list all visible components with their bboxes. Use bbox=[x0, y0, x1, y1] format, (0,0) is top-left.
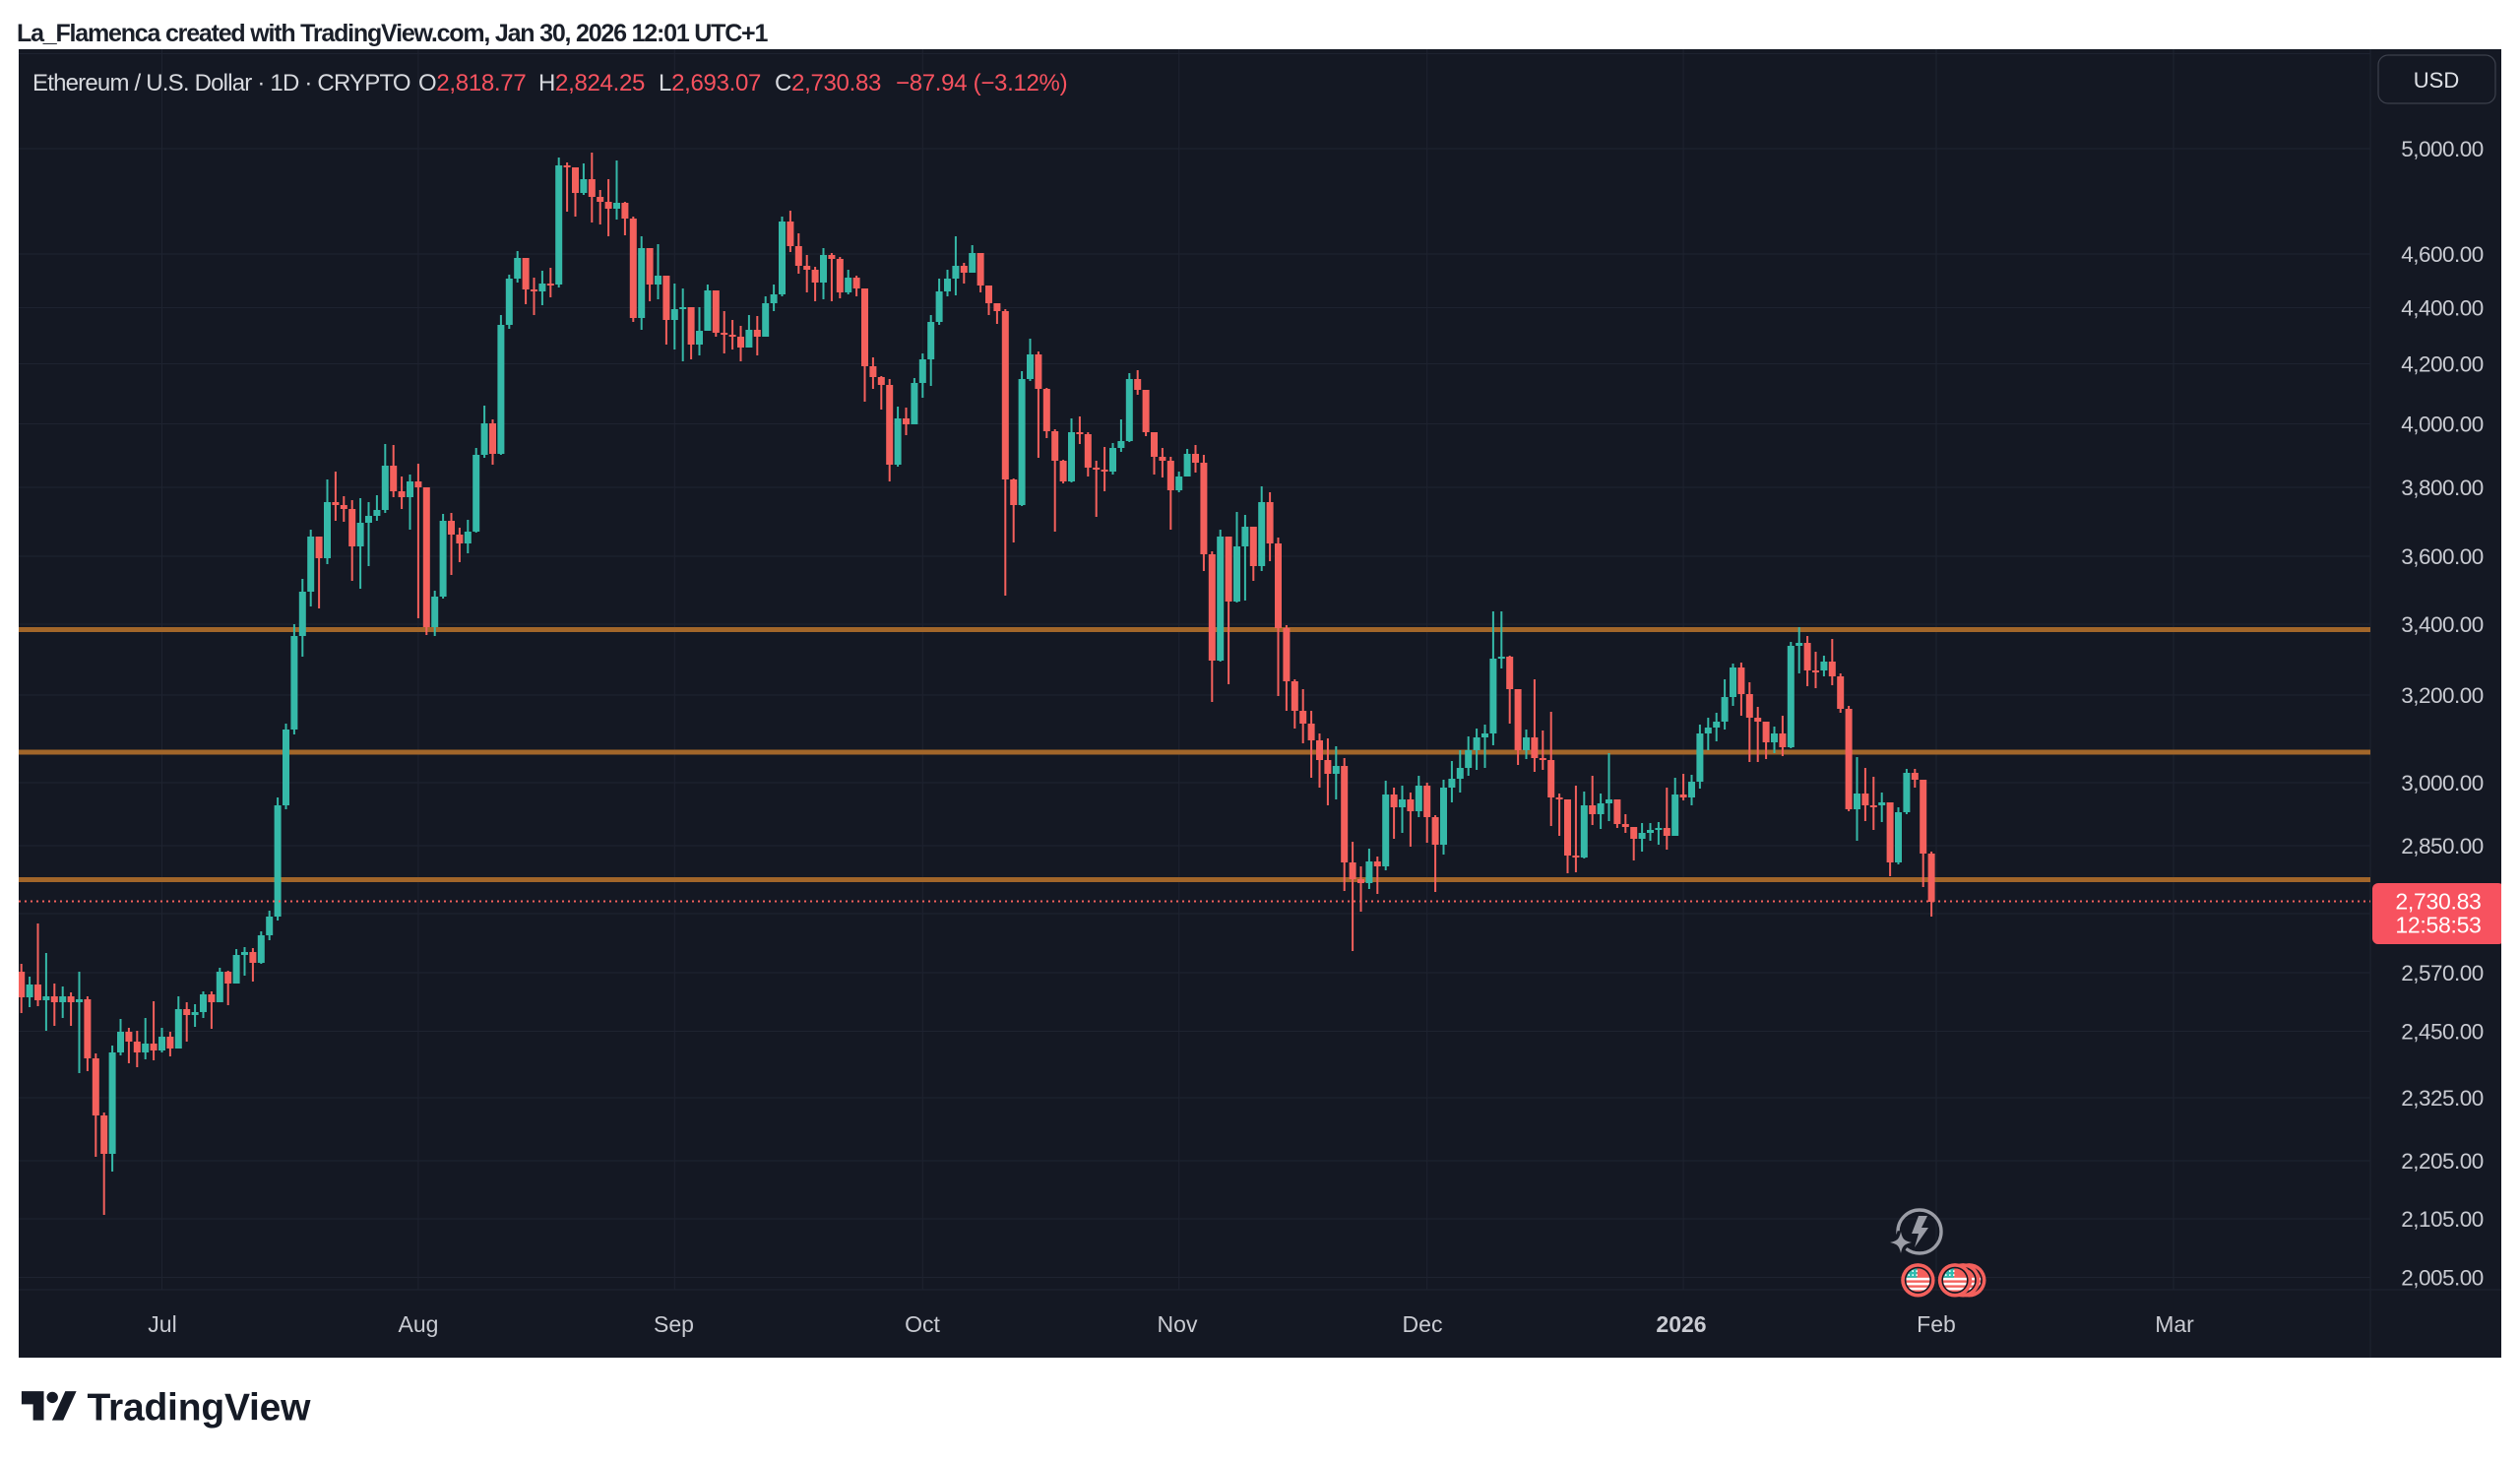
svg-text:Aug: Aug bbox=[399, 1311, 439, 1337]
svg-text:2,105.00: 2,105.00 bbox=[2401, 1207, 2484, 1232]
svg-text:Nov: Nov bbox=[1158, 1311, 1198, 1337]
svg-text:4,000.00: 4,000.00 bbox=[2401, 413, 2484, 437]
svg-text:Ethereum / U.S. Dollar · 1D ·: Ethereum / U.S. Dollar · 1D · CRYPTO bbox=[32, 70, 410, 96]
svg-text:L2,693.07: L2,693.07 bbox=[659, 70, 761, 96]
svg-text:USD: USD bbox=[2414, 68, 2459, 93]
svg-text:C2,730.83: C2,730.83 bbox=[775, 70, 881, 96]
svg-text:4,600.00: 4,600.00 bbox=[2401, 242, 2484, 267]
svg-text:2,205.00: 2,205.00 bbox=[2401, 1149, 2484, 1174]
svg-text:Feb: Feb bbox=[1917, 1311, 1956, 1337]
svg-text:2,570.00: 2,570.00 bbox=[2401, 961, 2484, 985]
svg-text:5,000.00: 5,000.00 bbox=[2401, 137, 2484, 161]
svg-text:12:58:53: 12:58:53 bbox=[2395, 913, 2481, 938]
svg-text:TradingView: TradingView bbox=[88, 1387, 312, 1430]
svg-text:3,000.00: 3,000.00 bbox=[2401, 771, 2484, 795]
svg-text:O2,818.77: O2,818.77 bbox=[418, 70, 526, 96]
svg-text:Jul: Jul bbox=[148, 1311, 176, 1337]
svg-text:3,200.00: 3,200.00 bbox=[2401, 683, 2484, 708]
svg-text:Dec: Dec bbox=[1403, 1311, 1443, 1337]
svg-text:2,005.00: 2,005.00 bbox=[2401, 1266, 2484, 1291]
svg-text:2,450.00: 2,450.00 bbox=[2401, 1020, 2484, 1045]
svg-text:2,850.00: 2,850.00 bbox=[2401, 834, 2484, 858]
svg-text:H2,824.25: H2,824.25 bbox=[538, 70, 645, 96]
svg-text:Sep: Sep bbox=[654, 1311, 694, 1337]
svg-text:3,600.00: 3,600.00 bbox=[2401, 544, 2484, 569]
svg-text:2026: 2026 bbox=[1656, 1311, 1706, 1337]
svg-text:−87.94 (−3.12%): −87.94 (−3.12%) bbox=[896, 70, 1067, 96]
svg-text:4,400.00: 4,400.00 bbox=[2401, 296, 2484, 321]
svg-text:Mar: Mar bbox=[2155, 1311, 2194, 1337]
svg-text:Oct: Oct bbox=[905, 1311, 940, 1337]
svg-text:2,325.00: 2,325.00 bbox=[2401, 1086, 2484, 1111]
svg-text:3,400.00: 3,400.00 bbox=[2401, 612, 2484, 637]
svg-text:4,200.00: 4,200.00 bbox=[2401, 352, 2484, 377]
svg-text:2,730.83: 2,730.83 bbox=[2395, 889, 2481, 915]
svg-text:3,800.00: 3,800.00 bbox=[2401, 476, 2484, 500]
